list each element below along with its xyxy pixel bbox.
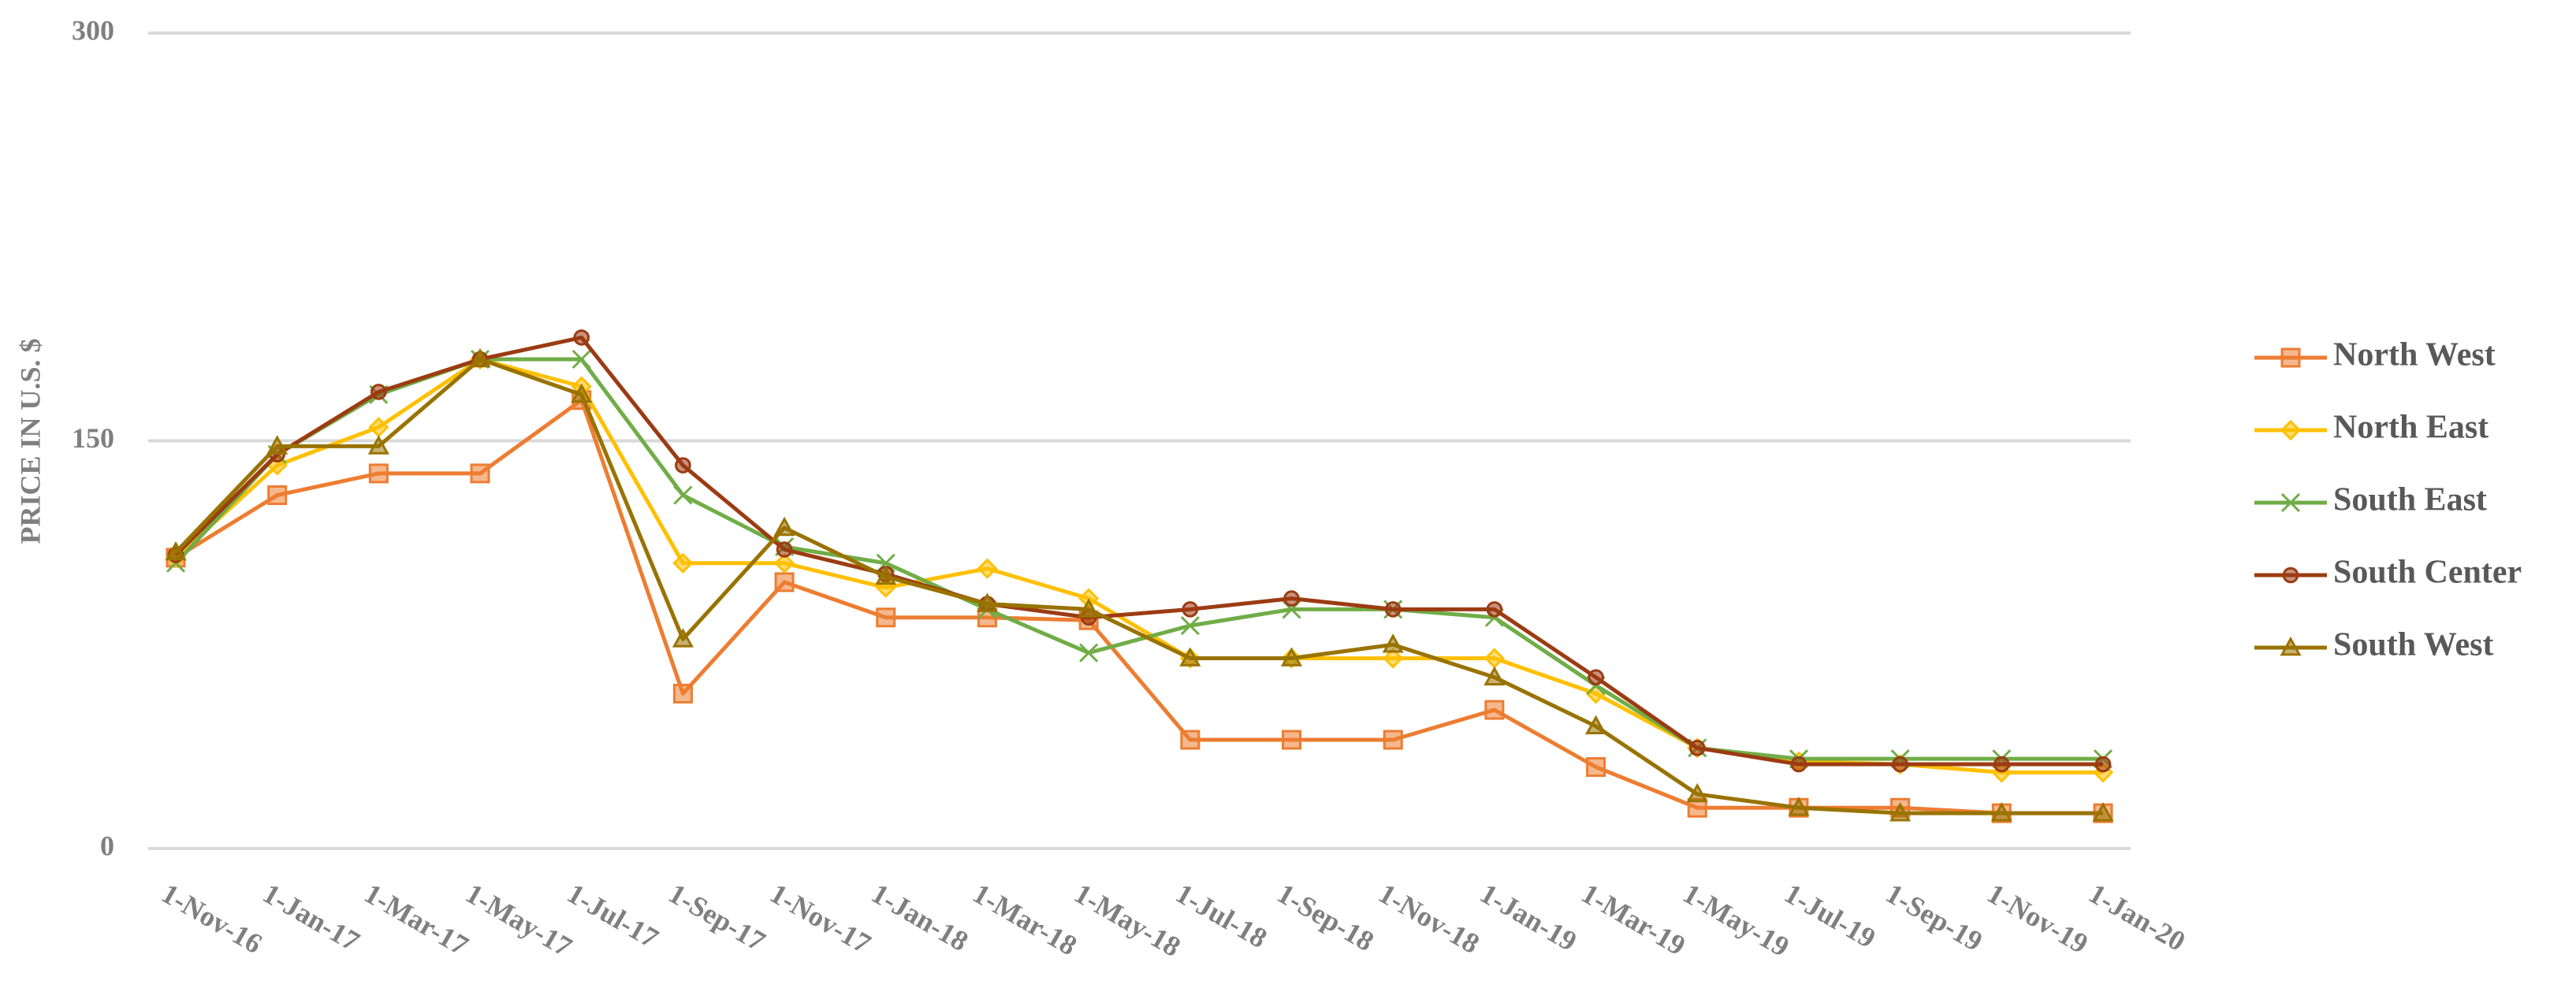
marker <box>1990 802 2012 822</box>
series-line <box>174 357 2103 774</box>
marker <box>370 384 387 400</box>
marker <box>1585 715 1607 735</box>
marker <box>1283 590 1300 607</box>
marker <box>1686 782 1708 803</box>
marker <box>977 558 998 579</box>
marker <box>1182 601 1199 618</box>
series <box>165 347 2114 822</box>
legend-label: South West <box>2333 627 2493 663</box>
marker <box>368 463 389 484</box>
x-tick-label: 1-May-19 <box>1677 877 1794 963</box>
marker <box>1790 756 1807 773</box>
marker <box>2280 347 2301 368</box>
marker <box>267 485 288 505</box>
marker <box>875 565 897 585</box>
x-tick-label: 1-Mar-17 <box>359 877 474 961</box>
marker <box>1382 633 1404 653</box>
marker <box>1588 669 1604 685</box>
marker <box>1180 616 1200 636</box>
marker <box>2092 802 2114 822</box>
x-tick-label: 1-May-18 <box>1069 877 1186 963</box>
marker <box>1180 730 1201 750</box>
x-tick-label: 1-Sep-18 <box>1272 877 1379 957</box>
marker <box>1384 601 1402 618</box>
marker <box>876 607 896 628</box>
marker <box>976 592 999 612</box>
series <box>165 348 2114 783</box>
x-tick-label: 1-Sep-19 <box>1881 877 1988 957</box>
y-tick-label: 0 <box>100 830 114 861</box>
x-tick-label: 1-Sep-17 <box>664 877 771 957</box>
marker <box>469 347 491 368</box>
marker <box>1586 757 1606 777</box>
marker <box>1383 730 1403 750</box>
x-tick-label: 1-Nov-17 <box>765 877 876 960</box>
marker <box>1892 756 1908 773</box>
series <box>166 349 2113 769</box>
marker <box>1383 648 1404 669</box>
x-tick-label: 1-Jul-19 <box>1779 877 1881 954</box>
x-tick-label: 1-Jul-17 <box>562 877 664 954</box>
marker <box>1078 598 1100 618</box>
y-tick-label: 150 <box>72 422 114 454</box>
x-tick-label: 1-Jan-18 <box>866 877 973 957</box>
legend-label: North West <box>2333 337 2496 373</box>
marker <box>1282 730 1302 750</box>
marker <box>2280 492 2301 513</box>
marker <box>2282 566 2299 584</box>
series-line <box>174 357 2103 761</box>
legend-label: North East <box>2333 410 2489 446</box>
marker <box>1483 666 1506 685</box>
marker <box>773 552 795 574</box>
marker <box>1483 648 1506 669</box>
marker <box>1486 601 1503 618</box>
marker <box>573 329 590 346</box>
marker <box>1280 647 1303 667</box>
marker <box>672 552 694 574</box>
legend-label: South Center <box>2333 555 2522 591</box>
marker <box>2280 636 2302 656</box>
series-line <box>174 357 2103 815</box>
marker <box>2280 419 2302 441</box>
marker <box>1179 647 1201 667</box>
x-tick-label: 1-Mar-19 <box>1576 877 1691 961</box>
x-tick-label: 1-Nov-19 <box>1982 877 2094 960</box>
x-tick-label: 1-Nov-16 <box>156 877 267 960</box>
marker <box>571 383 593 403</box>
x-tick-label: 1-Jan-20 <box>2083 877 2191 957</box>
marker <box>2094 756 2112 773</box>
marker <box>774 572 795 592</box>
marker <box>165 540 187 561</box>
marker <box>773 516 795 537</box>
x-tick-label: 1-Jul-18 <box>1171 877 1272 954</box>
y-axis-label: PRICE IN U.S. $ <box>14 338 46 544</box>
marker <box>266 435 288 455</box>
x-tick-label: 1-Nov-18 <box>1373 877 1484 960</box>
y-tick-label: 300 <box>72 14 114 46</box>
marker <box>1484 700 1505 720</box>
marker <box>673 485 693 505</box>
marker <box>1889 802 1912 822</box>
x-tick-label: 1-Jan-17 <box>258 877 365 957</box>
marker <box>776 541 793 558</box>
marker <box>672 628 694 648</box>
legend-label: South East <box>2333 482 2487 518</box>
series-line <box>174 335 2103 767</box>
x-tick-label: 1-May-17 <box>460 877 577 963</box>
marker <box>470 463 490 484</box>
x-tick-label: 1-Jan-19 <box>1475 877 1582 957</box>
marker <box>1079 643 1099 663</box>
marker <box>1788 797 1810 816</box>
marker <box>675 457 691 474</box>
x-tick-label: 1-Mar-18 <box>968 877 1082 961</box>
series-line <box>174 398 2103 815</box>
marker <box>672 683 693 704</box>
marker <box>1688 740 1706 756</box>
marker <box>571 349 591 370</box>
marker <box>367 435 389 455</box>
marker <box>1993 756 2010 773</box>
series <box>167 329 2112 773</box>
